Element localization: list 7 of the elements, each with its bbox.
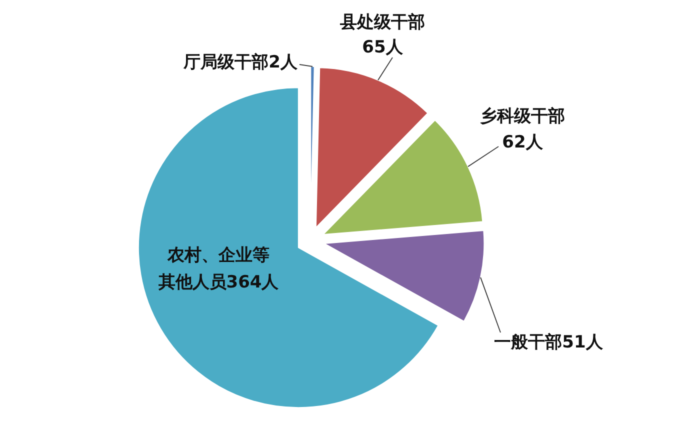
slice-label: 农村、企业等其他人员364人: [157, 246, 280, 292]
data-label: 62人: [502, 132, 544, 152]
slice-label: 乡科级干部: [480, 106, 565, 126]
data-label: 65人: [362, 38, 404, 58]
slice-label: 厅局级干部2人: [182, 52, 298, 72]
slice-label: 一般干部51人: [494, 332, 604, 352]
slice-label: 县处级干部: [339, 12, 425, 32]
